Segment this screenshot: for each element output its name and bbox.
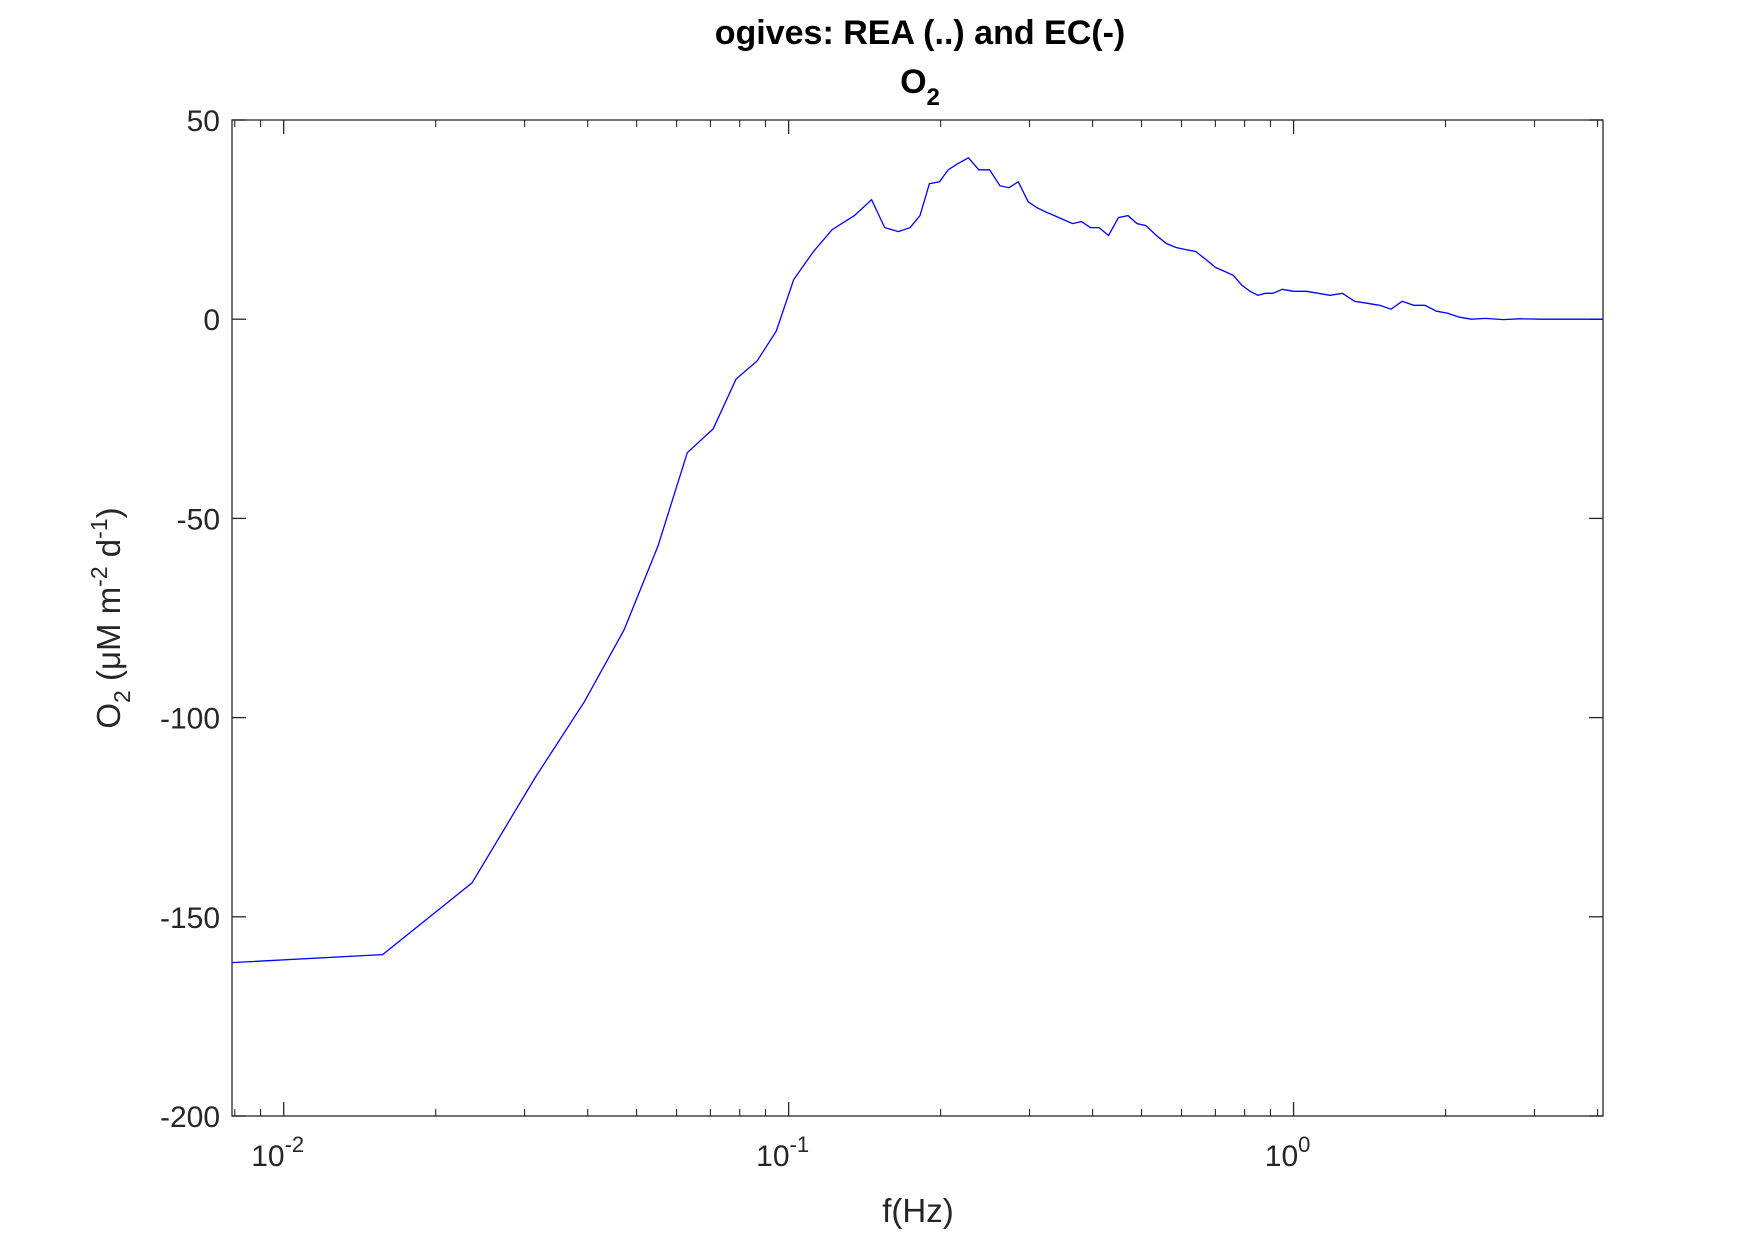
chart-subtitle-sub: 2 [927, 84, 940, 111]
plot-area [231, 119, 1604, 1117]
x-axis: 10-2 10-1 100 [251, 120, 1310, 1173]
y-tick-label: -100 [160, 703, 220, 736]
y-label-exp2: -1 [86, 518, 112, 538]
chart-subtitle: O2 [900, 63, 940, 111]
y-label-sub: 2 [109, 690, 135, 703]
chart-title: ogives: REA (..) and EC(-) [715, 14, 1126, 52]
y-label-mid: d [90, 539, 127, 567]
y-tick-label: 50 [187, 105, 220, 138]
y-tick-label: -50 [177, 503, 220, 536]
y-label-exp1: -2 [86, 566, 112, 586]
y-tick-label: 0 [203, 304, 220, 337]
x-tick-label: 100 [1265, 1132, 1311, 1173]
x-tick-label: 10-1 [756, 1132, 809, 1173]
y-axis-label: O2 (μM m-2 d-1) [86, 507, 135, 728]
y-axis: 50 0 -50 -100 -150 -200 [160, 105, 1603, 1134]
y-label-prefix: O [90, 703, 127, 729]
y-tick-label: -150 [160, 902, 220, 935]
x-minor-ticks [234, 120, 1599, 1116]
chart-subtitle-main: O [900, 63, 926, 101]
x-axis-label: f(Hz) [882, 1192, 953, 1229]
y-label-unit-open: (μM m [90, 587, 127, 690]
ogive-line [231, 156, 1603, 964]
series-layer [231, 156, 1603, 964]
y-label-close: ) [90, 507, 127, 518]
y-tick-label: -200 [160, 1101, 220, 1134]
x-tick-label: 10-2 [251, 1132, 304, 1173]
